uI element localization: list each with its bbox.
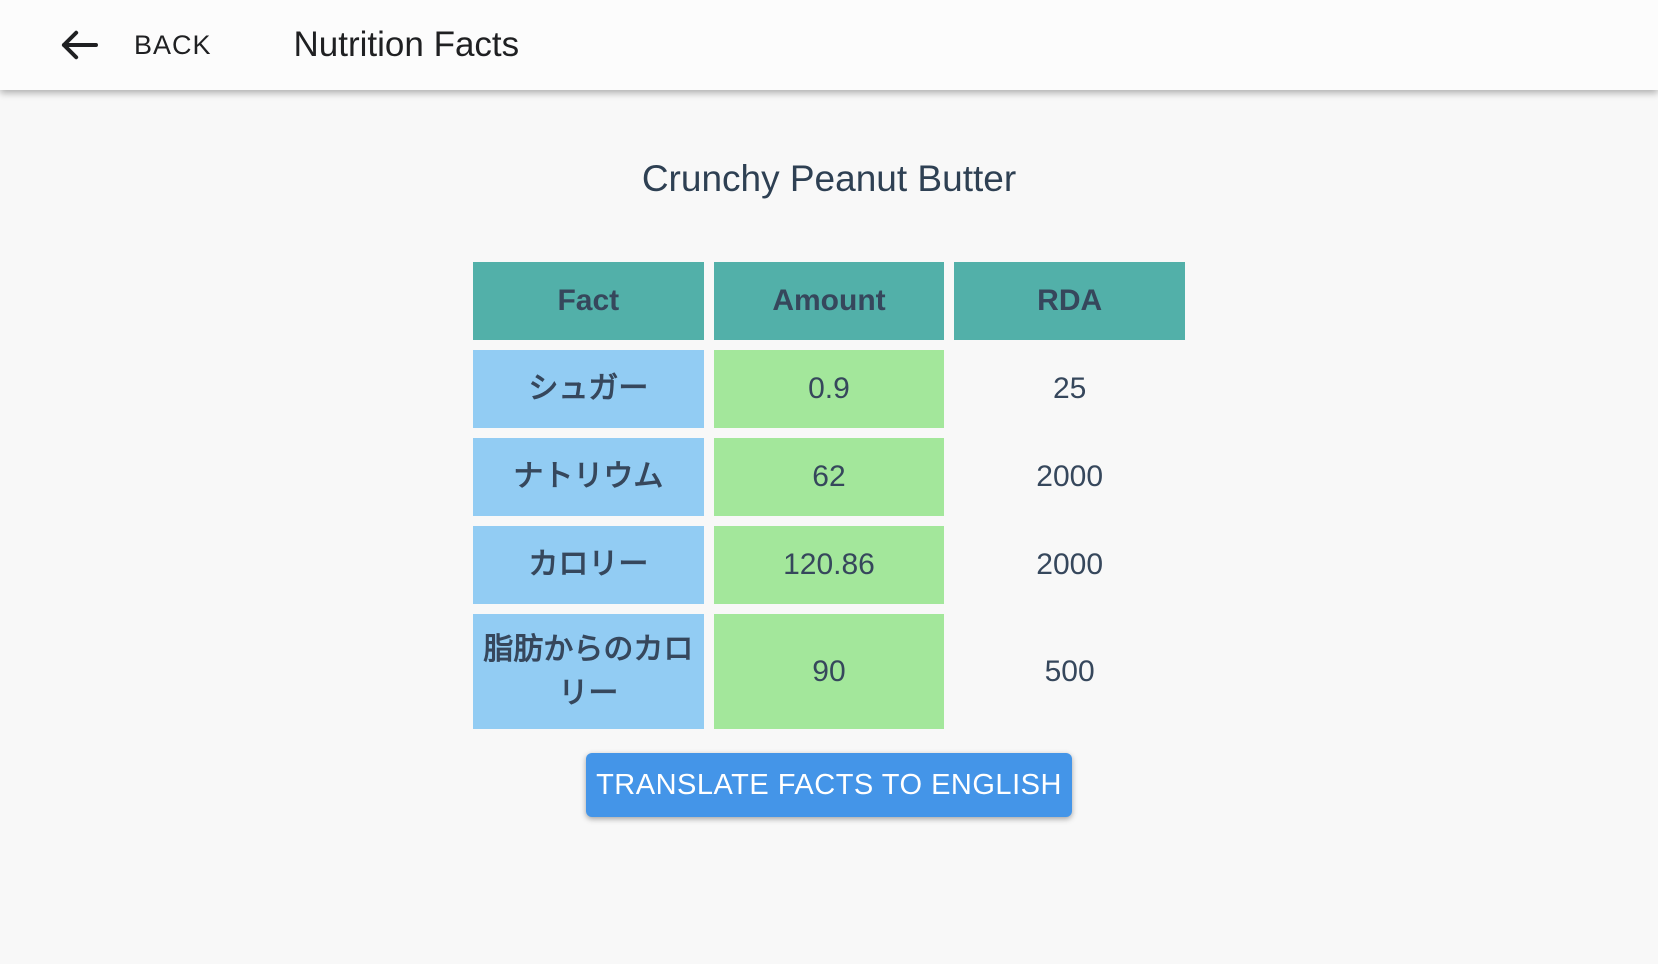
rda-cell: 500 <box>1044 654 1095 688</box>
fact-cell: カロリー <box>473 526 704 604</box>
rda-cell: 2000 <box>1036 548 1104 582</box>
appbar-title: Nutrition Facts <box>293 25 520 64</box>
back-button-label: BACK <box>134 29 212 60</box>
translate-button[interactable]: TRANSLATE FACTS TO ENGLISH <box>586 753 1072 817</box>
amount-cell: 120.86 <box>713 526 945 604</box>
back-arrow-icon <box>58 28 100 62</box>
column-header-fact: Fact <box>473 262 704 340</box>
nutrition-facts-table: Fact Amount RDA シュガー 0.9 25 ナトリウム 62 200… <box>473 262 1185 729</box>
fact-cell: ナトリウム <box>473 438 704 516</box>
back-button[interactable]: BACK <box>58 28 212 62</box>
amount-cell: 0.9 <box>713 350 945 428</box>
fact-cell: 脂肪からのカロリー <box>473 614 704 729</box>
main-content: Crunchy Peanut Butter Fact Amount RDA シュ… <box>473 158 1185 817</box>
column-header-amount: Amount <box>713 262 945 340</box>
button-row: TRANSLATE FACTS TO ENGLISH <box>473 753 1185 817</box>
column-header-rda: RDA <box>954 262 1185 340</box>
fact-cell: シュガー <box>473 350 704 428</box>
rda-cell: 25 <box>1052 372 1087 406</box>
rda-cell: 2000 <box>1036 460 1104 494</box>
amount-cell: 90 <box>713 614 945 729</box>
product-title: Crunchy Peanut Butter <box>641 158 1017 199</box>
app-header: BACK Nutrition Facts <box>0 0 1658 90</box>
amount-cell: 62 <box>713 438 945 516</box>
